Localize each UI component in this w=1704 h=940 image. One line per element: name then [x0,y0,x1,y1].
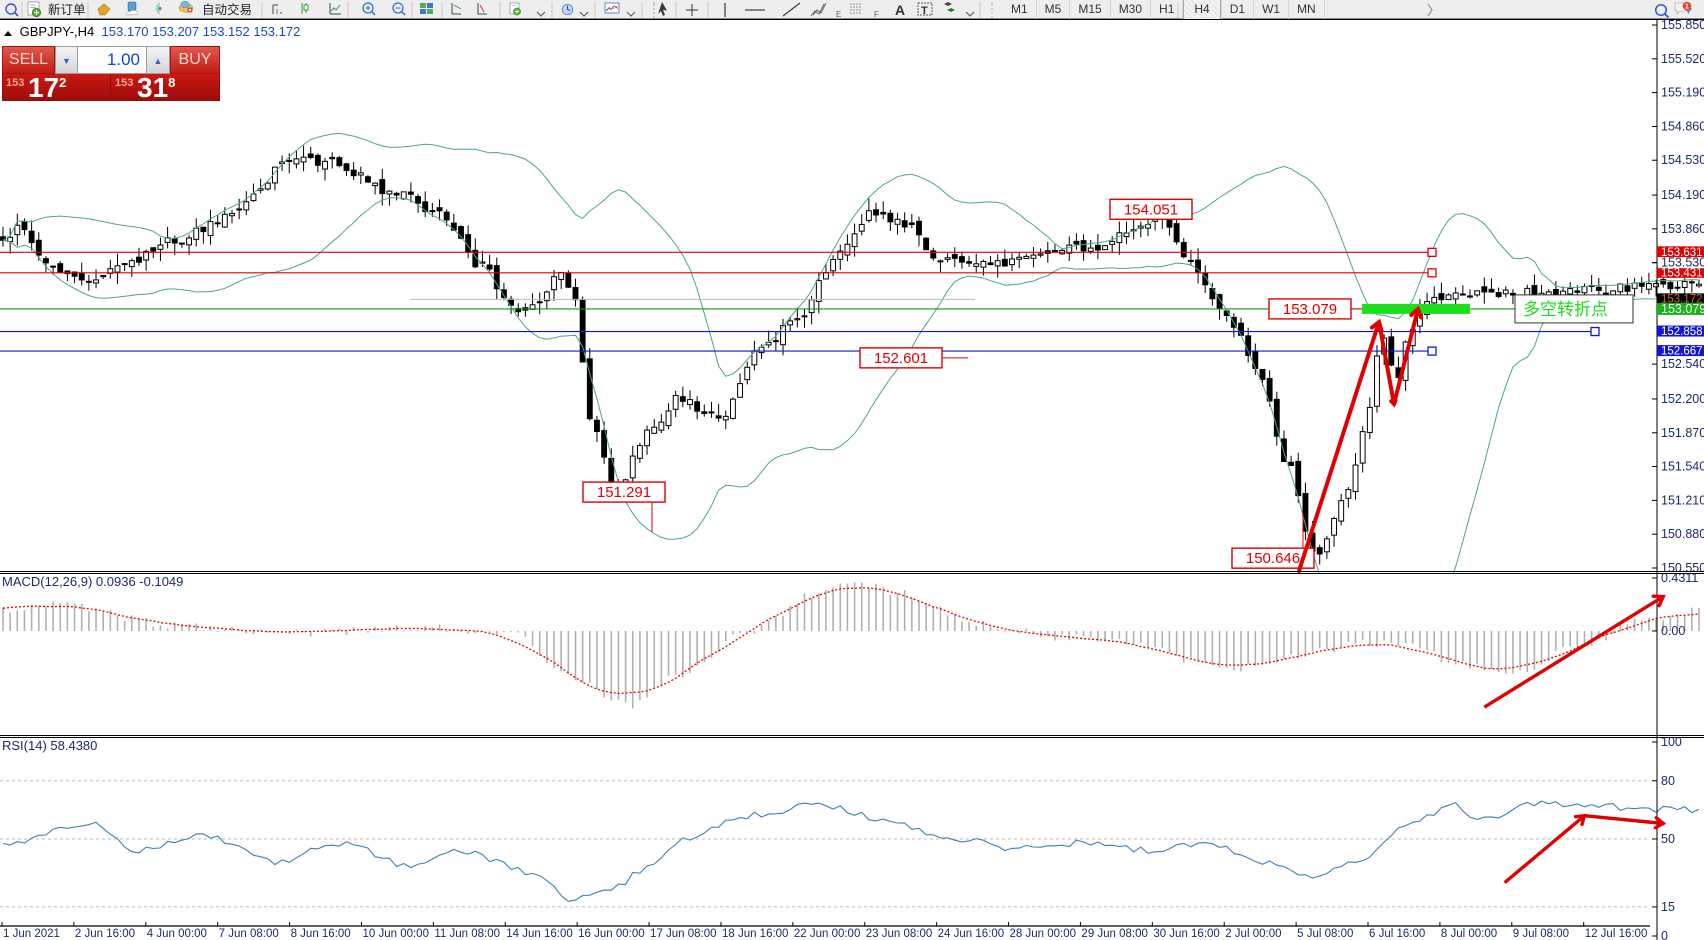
svg-text:28 Jun 00:00: 28 Jun 00:00 [1010,928,1077,940]
svg-text:11 Jun 08:00: 11 Jun 08:00 [434,928,500,940]
svg-text:2 Jul 00:00: 2 Jul 00:00 [1225,928,1281,940]
svg-text:6 Jul 16:00: 6 Jul 16:00 [1369,928,1425,940]
svg-text:1: 1 [1685,3,1689,10]
svg-text:152.858: 152.858 [1661,326,1703,338]
svg-text:29 Jun 08:00: 29 Jun 08:00 [1081,928,1148,940]
svg-text:153.079: 153.079 [1283,301,1337,318]
svg-text:30 Jun 16:00: 30 Jun 16:00 [1153,928,1220,940]
svg-text:18 Jun 16:00: 18 Jun 16:00 [722,928,789,940]
svg-text:17 Jun 08:00: 17 Jun 08:00 [650,928,717,940]
svg-text:0.00: 0.00 [1661,624,1685,638]
svg-text:RSI(14) 58.4380: RSI(14) 58.4380 [2,738,97,753]
svg-text:151.540: 151.540 [1661,460,1704,474]
svg-text:152.667: 152.667 [1661,346,1703,358]
svg-text:15: 15 [1661,900,1675,914]
svg-text:153.860: 153.860 [1661,222,1704,236]
svg-text:151.870: 151.870 [1661,426,1704,440]
svg-text:12 Jul 16:00: 12 Jul 16:00 [1585,928,1648,940]
svg-text:7 Jun 08:00: 7 Jun 08:00 [219,928,279,940]
svg-text:155.520: 155.520 [1661,52,1704,66]
svg-text:10 Jun 00:00: 10 Jun 00:00 [362,928,429,940]
svg-text:100: 100 [1661,738,1682,749]
svg-text:154.051: 154.051 [1124,201,1178,218]
svg-text:2 Jun 16:00: 2 Jun 16:00 [75,928,135,940]
svg-text:80: 80 [1661,774,1675,788]
svg-text:152.601: 152.601 [874,350,928,367]
svg-text:155.850: 155.850 [1661,20,1704,32]
svg-text:155.190: 155.190 [1661,86,1704,100]
svg-text:0.4311: 0.4311 [1661,574,1698,585]
svg-text:1 Jun 2021: 1 Jun 2021 [3,928,60,940]
svg-text:153.079: 153.079 [1661,302,1704,316]
svg-text:154.860: 154.860 [1661,119,1704,133]
svg-text:151.210: 151.210 [1661,493,1704,507]
svg-text:9 Jul 08:00: 9 Jul 08:00 [1513,928,1569,940]
svg-text:0: 0 [1661,929,1668,940]
svg-text:MACD(12,26,9) 0.0936 -0.1049: MACD(12,26,9) 0.0936 -0.1049 [2,574,183,589]
svg-text:5 Jul 08:00: 5 Jul 08:00 [1297,928,1353,940]
svg-text:4 Jun 00:00: 4 Jun 00:00 [147,928,207,940]
svg-text:22 Jun 00:00: 22 Jun 00:00 [794,928,861,940]
svg-text:23 Jun 08:00: 23 Jun 08:00 [866,928,933,940]
svg-text:14 Jun 16:00: 14 Jun 16:00 [506,928,573,940]
svg-text:154.190: 154.190 [1661,188,1704,202]
svg-text:152.540: 152.540 [1661,357,1704,371]
svg-text:152.200: 152.200 [1661,392,1704,406]
svg-text:多空转折点: 多空转折点 [1523,300,1608,319]
svg-text:50: 50 [1661,832,1675,846]
svg-text:150.646: 150.646 [1246,550,1300,567]
svg-text:150.880: 150.880 [1661,527,1704,541]
svg-text:154.530: 154.530 [1661,153,1704,167]
svg-text:151.291: 151.291 [597,484,651,501]
svg-text:8 Jun 16:00: 8 Jun 16:00 [291,928,351,940]
svg-text:16 Jun 00:00: 16 Jun 00:00 [578,928,645,940]
svg-text:24 Jun 16:00: 24 Jun 16:00 [938,928,1005,940]
svg-text:153.530: 153.530 [1661,256,1704,270]
svg-text:8 Jul 00:00: 8 Jul 00:00 [1441,928,1497,940]
